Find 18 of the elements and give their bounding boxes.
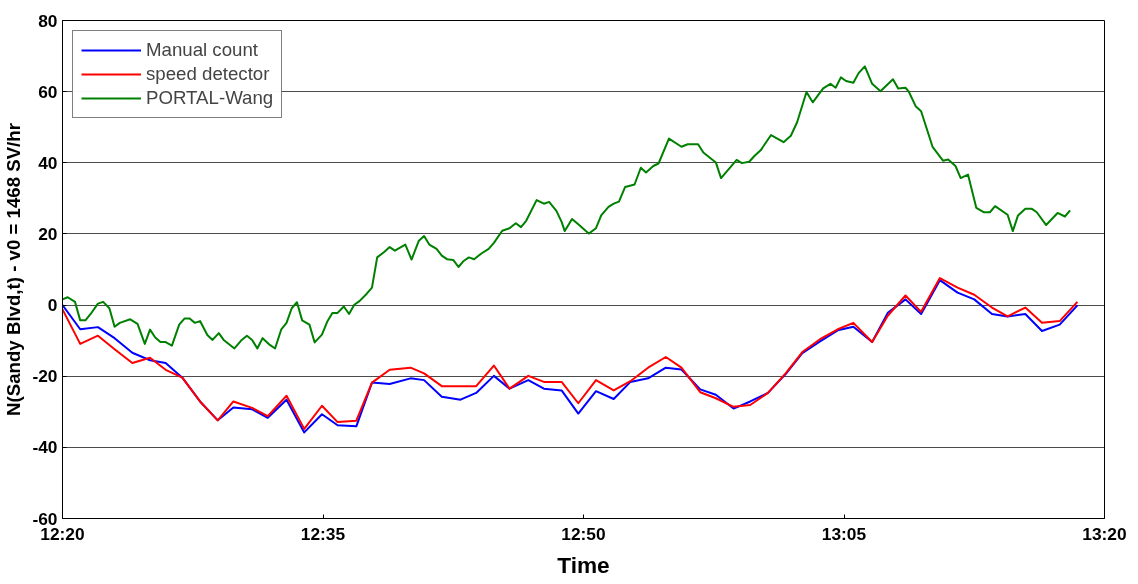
y-tick-label: -20 — [32, 366, 58, 387]
x-axis-title: Time — [557, 551, 610, 578]
y-tick-label: -40 — [32, 437, 58, 458]
y-tick-label: 80 — [38, 10, 58, 31]
y-axis-title: N(Sandy Blvd,t) - v0 = 1468 SV/hr — [3, 123, 25, 416]
y-tick-label: 60 — [38, 81, 58, 102]
line-series — [62, 65, 1072, 350]
x-tick-label: 13:20 — [1082, 523, 1127, 544]
y-tick-label: 0 — [47, 295, 58, 316]
x-tick-label: 12:50 — [561, 523, 606, 544]
x-tick-label: 12:35 — [300, 523, 346, 544]
legend-label: Manual count — [146, 39, 259, 61]
y-tick-label: 20 — [38, 223, 58, 244]
x-tick-label: 13:05 — [821, 523, 867, 544]
legend-label: PORTAL-Wang — [146, 87, 274, 109]
y-tick-label: -60 — [32, 508, 58, 529]
legend-label: speed detector — [146, 63, 270, 85]
y-tick-label: 40 — [38, 152, 58, 173]
